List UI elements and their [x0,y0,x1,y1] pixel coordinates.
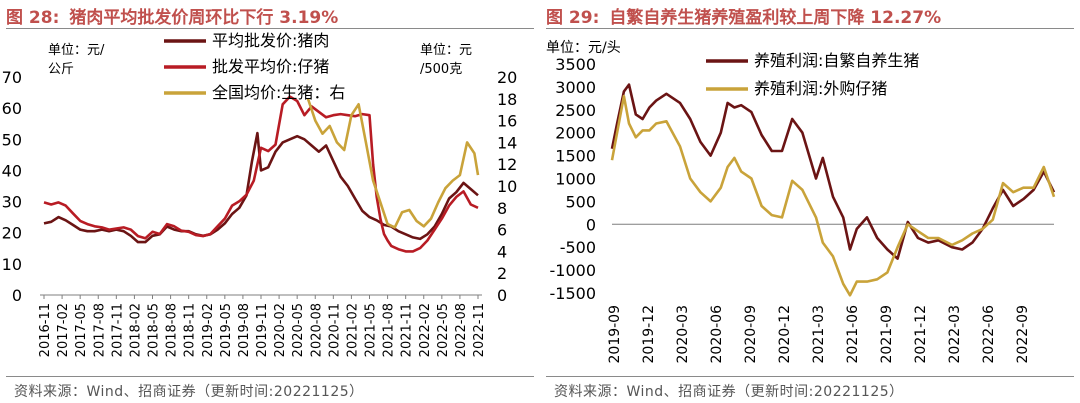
x-tick-label: 2020-06 [709,305,725,364]
x-tick-label: 2020-03 [675,305,691,364]
x-tick-label: 2017-02 [56,303,71,357]
x-tick-label: 2016-11 [38,303,53,357]
y-right-tick-label: 0 [497,286,507,305]
figure-29-title-text: 自繁自养生猪养殖盈利较上周下降 12.27% [609,8,942,28]
figure-28-title-text: 猪肉平均批发价周环比下行 3.19% [69,8,339,28]
x-tick-label: 2020-08 [309,303,324,357]
title-divider [6,28,534,29]
x-tick-label: 2021-09 [879,305,895,364]
x-tick-label: 2021-06 [845,305,861,364]
y-right-tick-label: 10 [497,177,517,196]
x-tick-label: 2020-02 [273,303,288,357]
y-tick-label: 1000 [555,170,596,189]
x-tick-label: 2021-12 [913,305,929,364]
y-left-tick-label: 40 [2,161,22,180]
y-right-tick-label: 16 [497,112,517,131]
y-right-tick-label: 12 [497,155,517,174]
series-line-2 [306,98,480,229]
x-tick-label: 2022-09 [1015,305,1031,364]
unit-label: 单位：元/头 [546,40,621,56]
y-tick-label: -500 [560,238,596,257]
x-tick-label: 2022-06 [981,305,997,364]
x-tick-label: 2019-11 [255,303,270,357]
y-tick-label: 3000 [555,78,596,97]
y-tick-label: 0 [586,215,596,234]
y-tick-label: 3500 [555,55,596,74]
figure-28-number: 图 28: [6,8,60,28]
series-line-0 [610,83,1056,260]
y-left-tick-label: 60 [2,99,22,118]
legend-label-0: 平均批发价:猪肉 [212,31,329,50]
figure-29-number: 图 29: [546,8,600,28]
x-tick-label: 2021-02 [345,303,360,357]
y-tick-label: 1500 [555,147,596,166]
y-right-tick-label: 18 [497,90,517,109]
y-tick-label: 2500 [555,101,596,120]
x-tick-label: 2018-08 [165,303,180,357]
x-tick-label: 2022-05 [436,303,451,357]
legend-label-0: 养殖利润:自繁自养生猪 [754,51,919,70]
figure-28-title: 图 28: 猪肉平均批发价周环比下行 3.19% [6,3,338,28]
y-left-tick-label: 10 [2,255,22,274]
unit-left-label-line2: 公斤 [48,62,74,77]
x-tick-label: 2021-03 [811,305,827,364]
y-left-tick-label: 70 [2,68,22,87]
y-tick-label: -1500 [550,284,597,303]
unit-left-label: 单位：元/ [48,43,105,58]
x-tick-label: 2021-11 [400,303,415,357]
x-tick-label: 2018-05 [147,303,162,357]
x-tick-label: 2020-11 [327,303,342,357]
x-tick-label: 2018-11 [183,303,198,357]
figure-29-source: 资料来源：Wind、招商证券（更新时间:20221125） [554,384,904,400]
figure-28-panel: 图 28: 猪肉平均批发价周环比下行 3.19% 0 10 20 30 40 50 60 70 0… [2,3,534,400]
y-left-tick-label: 20 [2,224,22,243]
x-tick-label: 2019-02 [201,303,216,357]
legend-label-2: 全国均价:生猪：右 [212,83,345,102]
x-tick-label: 2022-11 [472,303,487,357]
x-tick-label: 2022-02 [418,303,433,357]
source-divider [546,376,1074,377]
y-left-tick-label: 50 [2,130,22,149]
y-tick-label: 500 [565,192,596,211]
x-tick-label: 2020-12 [777,305,793,364]
series-line-1 [43,95,479,253]
y-right-tick-label: 8 [497,199,507,218]
x-tick-label: 2017-08 [92,303,107,357]
figure-29-title: 图 29: 自繁自养生猪养殖盈利较上周下降 12.27% [546,3,941,28]
legend-label-1: 批发平均价:仔猪 [212,57,329,76]
x-tick-label: 2020-09 [743,305,759,364]
y-right-tick-label: 20 [497,68,517,87]
x-tick-label: 2019-12 [641,305,657,364]
y-tick-label: -1000 [550,261,597,280]
x-tick-label: 2022-03 [947,305,963,364]
x-tick-label: 2017-05 [74,303,89,357]
x-tick-label: 2022-08 [454,303,469,357]
x-tick-label: 2020-05 [291,303,306,357]
legend-label-1: 养殖利润:外购仔猪 [754,79,887,98]
unit-right-label-line2: /500克 [420,62,462,77]
x-tick-label: 2019-08 [237,303,252,357]
y-right-tick-label: 6 [497,221,507,240]
hog-profit-chart: -1500 -1000 -500 0 500 1000 1500 2000 2500 3000 35… [546,40,1056,364]
figure-29-panel: 图 29: 自繁自养生猪养殖盈利较上周下降 12.27% -1500 -1000 -5… [540,0,1080,403]
x-tick-label: 2019-05 [219,303,234,357]
y-right-tick-label: 14 [497,133,517,152]
title-divider [546,28,1074,29]
x-tick-label: 2018-02 [128,303,143,357]
unit-right-label: 单位：元 [420,43,472,58]
x-tick-label: 2021-05 [364,303,379,357]
x-tick-label: 2019-09 [607,305,623,364]
y-right-tick-label: 2 [497,264,507,283]
series-line-1 [610,94,1056,297]
x-tick-label: 2017-11 [110,303,125,357]
y-right-tick-label: 4 [497,242,507,261]
y-left-tick-label: 30 [2,193,22,212]
x-tick-label: 2021-08 [382,303,397,357]
y-left-tick-label: 0 [12,286,22,305]
y-tick-label: 2000 [555,124,596,143]
figure-28-source: 资料来源：Wind、招商证券（更新时间:20221125） [14,384,364,400]
source-divider [6,376,534,377]
